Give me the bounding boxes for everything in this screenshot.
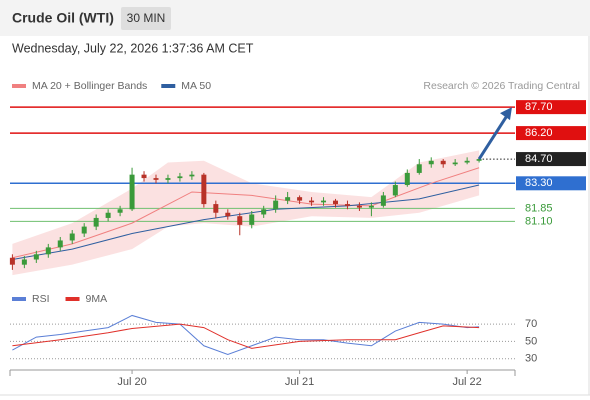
candle-body xyxy=(9,257,15,265)
target-arrow xyxy=(477,113,510,160)
candle-body xyxy=(273,200,279,210)
x-tick-label: Jul 22 xyxy=(452,376,481,388)
candle-body xyxy=(404,172,410,186)
level-label: 83.30 xyxy=(525,177,553,189)
level-label: 86.20 xyxy=(525,127,553,139)
y-tick-label: 30 xyxy=(525,353,537,365)
candle-body xyxy=(213,204,219,213)
y-tick-label: 50 xyxy=(525,335,537,347)
legend-label: 9MA xyxy=(86,293,108,305)
level-label-box xyxy=(516,152,586,167)
candle-body xyxy=(141,174,147,179)
level-label: 84.70 xyxy=(525,153,553,165)
legend-swatch xyxy=(161,84,176,88)
candle-body xyxy=(452,162,458,165)
candle-body xyxy=(344,204,350,206)
candle-body xyxy=(476,159,482,161)
candle-body xyxy=(177,176,183,179)
timeframe-badge[interactable] xyxy=(121,7,171,30)
candle-body xyxy=(380,195,386,206)
level-label-box xyxy=(516,100,586,115)
candle-body xyxy=(81,226,87,234)
candle-body xyxy=(321,200,327,203)
candle-body xyxy=(309,200,315,203)
legend-label: MA 50 xyxy=(181,80,211,92)
level-label: 81.85 xyxy=(525,202,553,214)
legend-label: RSI xyxy=(32,293,50,305)
candle-body xyxy=(285,197,291,201)
bollinger-band xyxy=(12,150,480,276)
candle-body xyxy=(392,185,398,196)
candle-body xyxy=(189,174,195,177)
legend-label: MA 20 + Bollinger Bands xyxy=(32,80,147,92)
candle-body xyxy=(165,178,171,180)
candle-body xyxy=(332,200,338,205)
level-label-box xyxy=(516,176,586,191)
candle-body xyxy=(93,217,99,227)
candle-body xyxy=(117,209,123,213)
target-arrowhead xyxy=(500,107,512,121)
x-tick-label: Jul 20 xyxy=(117,376,146,388)
timeframe[interactable]: 30 MIN xyxy=(127,11,166,25)
candle-body xyxy=(57,240,63,248)
candle-body xyxy=(368,205,374,208)
rsi-line xyxy=(12,323,480,349)
candle-body xyxy=(428,160,434,165)
candle-body xyxy=(69,233,75,241)
candle-body xyxy=(33,254,39,260)
candle-body xyxy=(45,247,51,255)
candle-body xyxy=(464,160,470,163)
candle-body xyxy=(237,216,243,225)
candle-body xyxy=(153,178,159,180)
rsi-line xyxy=(12,314,480,355)
legend-swatch xyxy=(12,84,26,88)
header-bar xyxy=(0,0,590,36)
datetime: Wednesday, July 22, 2026 1:37:36 AM CET xyxy=(12,41,254,55)
moving-average xyxy=(12,167,480,259)
candle-body xyxy=(440,160,446,165)
candle-body xyxy=(129,174,135,210)
candle-body xyxy=(105,212,111,218)
candle-body xyxy=(416,164,422,173)
level-label: 87.70 xyxy=(525,101,553,113)
candle-body xyxy=(297,197,303,201)
candle-body xyxy=(225,212,231,217)
legend-swatch xyxy=(65,297,80,301)
level-label: 81.10 xyxy=(525,215,553,227)
x-tick-label: Jul 21 xyxy=(285,376,314,388)
instrument-title: Crude Oil (WTI) xyxy=(12,10,114,26)
candle-body xyxy=(201,174,207,205)
credit: Research © 2026 Trading Central xyxy=(423,80,580,92)
level-label-box xyxy=(516,126,586,141)
candle-body xyxy=(249,214,255,225)
y-tick-label: 70 xyxy=(525,318,537,330)
candle-body xyxy=(21,259,27,265)
candle-body xyxy=(261,209,267,215)
candle-body xyxy=(356,205,362,208)
legend-swatch xyxy=(12,297,26,301)
